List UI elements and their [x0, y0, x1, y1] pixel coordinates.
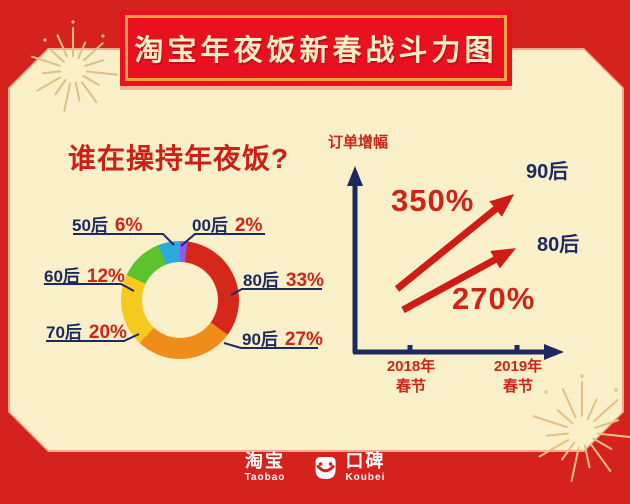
pie-label-pct: 12%	[86, 266, 125, 287]
taobao-logo: 淘宝 Taobao	[245, 452, 286, 483]
taobao-logo-cn: 淘宝	[244, 451, 285, 471]
taobao-logo-en: Taobao	[244, 471, 286, 483]
pie-label-80s: 80后 33%	[243, 266, 324, 292]
pie-label-00s: 00后 2%	[192, 211, 262, 237]
growth-axis-label: 订单增幅	[328, 134, 389, 151]
xtick-festival: 春节	[502, 378, 533, 396]
xtick-year: 2019年	[493, 358, 543, 375]
pie-section-heading: 谁在操持年夜饭?	[68, 143, 290, 174]
growth-value-90s: 350%	[391, 183, 475, 218]
pie-label-name: 90后	[242, 330, 278, 349]
pie-label-70s: 70后 20%	[46, 318, 127, 344]
content-panel	[10, 50, 622, 450]
pie-label-pct: 2%	[234, 215, 263, 236]
pie-label-name: 80后	[243, 271, 279, 290]
xtick-year: 2018年	[386, 358, 436, 375]
donut-chart	[121, 241, 239, 359]
growth-value-80s: 270%	[452, 281, 536, 316]
pie-label-50s: 50后 6%	[72, 211, 142, 237]
donut-hole	[142, 262, 218, 338]
pie-label-90s: 90后 27%	[242, 325, 323, 351]
title-banner-frame: 淘宝年夜饭新春战斗力图	[125, 15, 507, 81]
arrow-label-90s: 90后	[526, 161, 569, 183]
xtick-festival: 春节	[395, 378, 426, 396]
pie-label-name: 70后	[46, 323, 82, 342]
pie-label-pct: 27%	[284, 329, 323, 350]
koubei-logo-cn: 口碑	[345, 451, 386, 471]
pie-label-name: 60后	[44, 267, 80, 286]
title-banner: 淘宝年夜饭新春战斗力图	[120, 10, 512, 86]
xtick-2018: 2018年 春节	[371, 357, 451, 398]
pie-label-pct: 20%	[88, 322, 127, 343]
pie-label-name: 50后	[72, 216, 108, 235]
pie-label-60s: 60后 12%	[44, 262, 125, 288]
page-title: 淘宝年夜饭新春战斗力图	[134, 35, 498, 67]
koubei-logo-text: 口碑 Koubei	[345, 452, 385, 483]
pie-label-pct: 33%	[285, 270, 324, 291]
koubei-logo-en: Koubei	[345, 471, 386, 483]
arrow-label-80s: 80后	[537, 234, 580, 256]
xtick-2019: 2019年 春节	[478, 357, 558, 398]
koubei-logo: 口碑 Koubei	[311, 452, 385, 483]
pie-label-pct: 6%	[114, 215, 143, 236]
footer-logos: 淘宝 Taobao 口碑 Koubei	[245, 452, 386, 483]
koubei-smiley-icon	[315, 456, 336, 479]
pie-label-name: 00后	[192, 216, 228, 235]
